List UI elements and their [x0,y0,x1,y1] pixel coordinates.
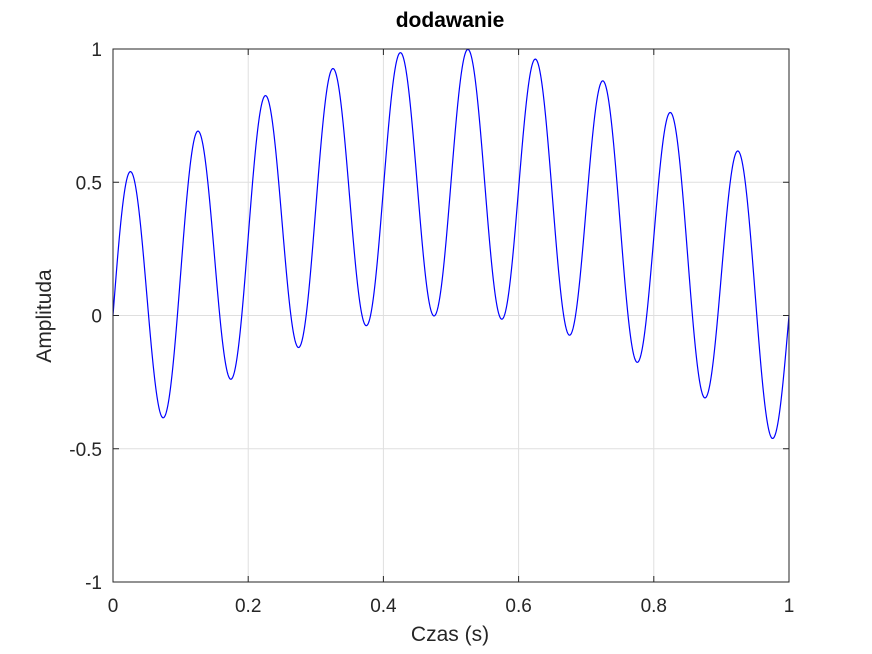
chart-title: dodawanie [396,9,505,32]
y-tick-label: 0 [91,307,102,328]
series-line [112,48,790,440]
y-tick-labels: -1 -0.5 0 0.5 1 [69,40,102,594]
x-tick-label: 0.8 [641,596,667,617]
y-tick-label: 1 [91,40,102,61]
x-tick-label: 0.2 [235,596,261,617]
y-tick-label: -1 [85,573,102,594]
x-tick-label: 1 [784,596,795,617]
y-axis-label: Amplituda [33,269,56,363]
plot-frame [112,48,790,583]
y-tick-label: 0.5 [76,173,102,194]
x-tick-labels: 0 0.2 0.4 0.6 0.8 1 [108,596,795,617]
x-tick-label: 0 [108,596,119,617]
x-tick-label: 0.6 [505,596,531,617]
x-tick-label: 0.4 [370,596,397,617]
y-tick-label: -0.5 [69,440,102,461]
x-axis-label: Czas (s) [411,623,489,646]
